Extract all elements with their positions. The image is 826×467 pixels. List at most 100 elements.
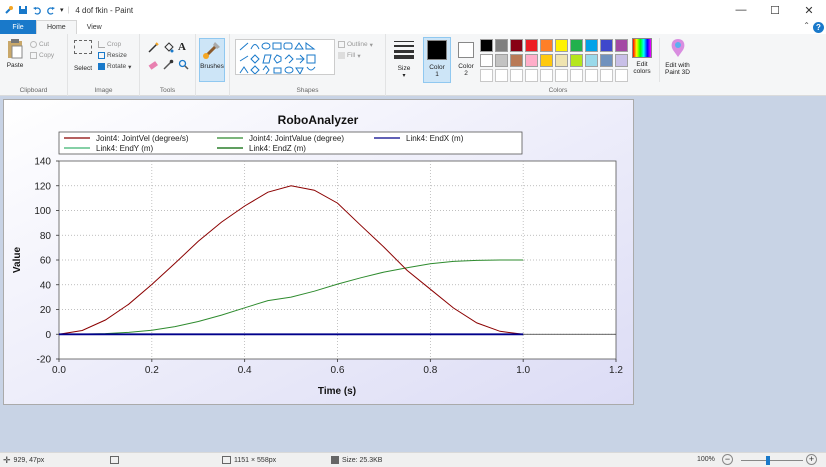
rotate-icon: [98, 63, 105, 70]
x-axis-label: Time (s): [318, 386, 356, 397]
eraser-icon[interactable]: [148, 59, 159, 70]
palette-custom-swatch[interactable]: [600, 69, 613, 82]
canvas-image[interactable]: RoboAnalyzer 0.0 0.2 0.4 0.6 0.8 1.0 1.2 -20 0 20…: [3, 99, 634, 405]
palette-swatch[interactable]: [555, 39, 568, 52]
palette-swatch[interactable]: [495, 39, 508, 52]
rotate-button[interactable]: Rotate ▾: [98, 61, 131, 72]
image-group-label: Image: [94, 87, 113, 94]
palette-custom-swatch[interactable]: [495, 69, 508, 82]
paste-label: Paste: [6, 62, 24, 69]
status-bar: ✛ 929, 47px 1151 × 558px Size: 25.3KB 10…: [0, 452, 826, 467]
palette-custom-swatch[interactable]: [570, 69, 583, 82]
pencil-icon[interactable]: [148, 42, 159, 53]
palette-custom-swatch[interactable]: [585, 69, 598, 82]
paint3d-label-2: Paint 3D: [665, 69, 690, 76]
palette-custom-swatch[interactable]: [555, 69, 568, 82]
minimize-button[interactable]: —: [735, 4, 747, 16]
paste-button[interactable]: Paste: [4, 38, 26, 80]
palette-swatch[interactable]: [600, 54, 613, 67]
fill-bucket-icon[interactable]: [163, 42, 174, 53]
help-icon[interactable]: ?: [813, 22, 824, 33]
y-tick-label: 80: [40, 231, 52, 242]
shapes-group: Outline ▾ Fill ▾ Shapes: [230, 34, 386, 96]
collapse-ribbon-icon[interactable]: ⌃: [803, 21, 810, 30]
color2-button[interactable]: Color 2: [453, 37, 479, 83]
colors-group-label: Colors: [548, 87, 568, 94]
zoom-slider-track[interactable]: [741, 460, 803, 461]
cut-button[interactable]: Cut: [30, 39, 54, 50]
outline-button[interactable]: Outline ▾: [338, 39, 373, 50]
paint3d-label-1: Edit with: [665, 62, 690, 69]
palette-swatch[interactable]: [570, 54, 583, 67]
ribbon: Paste Cut Copy Clipboard Select Crop Res…: [0, 34, 826, 96]
zoom-slider-thumb[interactable]: [766, 456, 770, 465]
cursor-position-text: 929, 47px: [13, 456, 45, 464]
selection-size: [110, 456, 119, 464]
legend-label: Link4: EndX (m): [406, 134, 464, 143]
palette-swatch[interactable]: [480, 54, 493, 67]
series: [58, 185, 524, 336]
palette-custom-swatch[interactable]: [510, 69, 523, 82]
palette-swatch[interactable]: [525, 39, 538, 52]
canvas-area[interactable]: RoboAnalyzer 0.0 0.2 0.4 0.6 0.8 1.0 1.2 -20 0 20…: [0, 96, 826, 452]
palette-custom-swatch[interactable]: [615, 69, 628, 82]
tools-group: A Tools: [140, 34, 196, 96]
clipboard-group-label: Clipboard: [19, 87, 48, 94]
palette-swatch[interactable]: [615, 39, 628, 52]
palette-swatch[interactable]: [555, 54, 568, 67]
palette-custom-swatch[interactable]: [540, 69, 553, 82]
text-tool-icon[interactable]: A: [178, 41, 186, 53]
palette-swatch[interactable]: [540, 54, 553, 67]
shapes-gallery[interactable]: [235, 39, 335, 75]
fill-button[interactable]: Fill ▾: [338, 50, 373, 61]
palette-swatch[interactable]: [585, 39, 598, 52]
palette-swatch[interactable]: [510, 39, 523, 52]
zoom-level-text: 100%: [697, 456, 715, 463]
magnifier-icon[interactable]: [178, 59, 189, 70]
series-line: [58, 259, 524, 335]
x-tick-label: 0.6: [331, 365, 345, 376]
edit-paint3d-button[interactable]: Edit with Paint 3D: [659, 38, 695, 82]
color-picker-icon[interactable]: [163, 59, 174, 70]
y-tick-label: 40: [40, 280, 52, 291]
tab-file[interactable]: File: [0, 20, 36, 34]
dimensions-icon: [222, 456, 231, 464]
undo-icon[interactable]: [32, 5, 42, 15]
maximize-button[interactable]: ☐: [770, 4, 780, 17]
close-button[interactable]: ✕: [804, 4, 814, 17]
zoom-in-button[interactable]: +: [806, 454, 817, 465]
zoom-out-button[interactable]: −: [722, 454, 733, 465]
fill-label: Fill: [347, 52, 356, 59]
paint3d-icon: [671, 39, 684, 57]
copy-button[interactable]: Copy: [30, 50, 54, 61]
crop-icon: [98, 41, 105, 48]
tab-home[interactable]: Home: [36, 20, 77, 34]
palette-swatch[interactable]: [495, 54, 508, 67]
palette-swatch[interactable]: [510, 54, 523, 67]
select-button[interactable]: Select: [72, 40, 94, 72]
size-button[interactable]: Size ▾: [390, 38, 418, 82]
fill-icon: [338, 52, 345, 59]
resize-button[interactable]: Resize: [98, 50, 131, 61]
save-icon[interactable]: [18, 5, 28, 15]
color1-button[interactable]: Color 1: [423, 37, 451, 83]
palette-swatch[interactable]: [570, 39, 583, 52]
palette-swatch[interactable]: [615, 54, 628, 67]
brushes-button[interactable]: Brushes: [199, 38, 225, 82]
palette-swatch[interactable]: [585, 54, 598, 67]
palette-swatch[interactable]: [540, 39, 553, 52]
customize-quick-access-icon[interactable]: ▾: [60, 7, 64, 14]
palette-custom-swatch[interactable]: [480, 69, 493, 82]
crop-button[interactable]: Crop: [98, 39, 131, 50]
palette-swatch[interactable]: [525, 54, 538, 67]
palette-swatch[interactable]: [480, 39, 493, 52]
redo-icon[interactable]: [46, 5, 56, 15]
series-line: [58, 185, 524, 335]
tab-view[interactable]: View: [86, 23, 102, 31]
palette-swatch[interactable]: [600, 39, 613, 52]
edit-colors-button[interactable]: Edit colors: [628, 38, 656, 82]
palette-custom-swatch[interactable]: [525, 69, 538, 82]
x-tick-label: 0.2: [145, 365, 159, 376]
brushes-group: Brushes: [196, 34, 230, 96]
y-tick-label: 140: [34, 157, 51, 168]
